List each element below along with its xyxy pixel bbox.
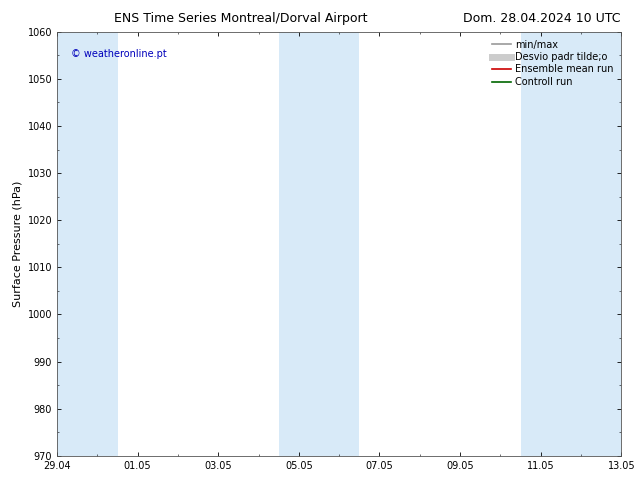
Text: Dom. 28.04.2024 10 UTC: Dom. 28.04.2024 10 UTC	[463, 12, 620, 25]
Bar	[521, 32, 634, 456]
Y-axis label: Surface Pressure (hPa): Surface Pressure (hPa)	[12, 181, 22, 307]
Bar	[279, 32, 359, 456]
Legend: min/max, Desvio padr tilde;o, Ensemble mean run, Controll run: min/max, Desvio padr tilde;o, Ensemble m…	[489, 37, 616, 90]
Bar	[37, 32, 117, 456]
Text: ENS Time Series Montreal/Dorval Airport: ENS Time Series Montreal/Dorval Airport	[114, 12, 368, 25]
Text: © weatheronline.pt: © weatheronline.pt	[71, 49, 167, 59]
